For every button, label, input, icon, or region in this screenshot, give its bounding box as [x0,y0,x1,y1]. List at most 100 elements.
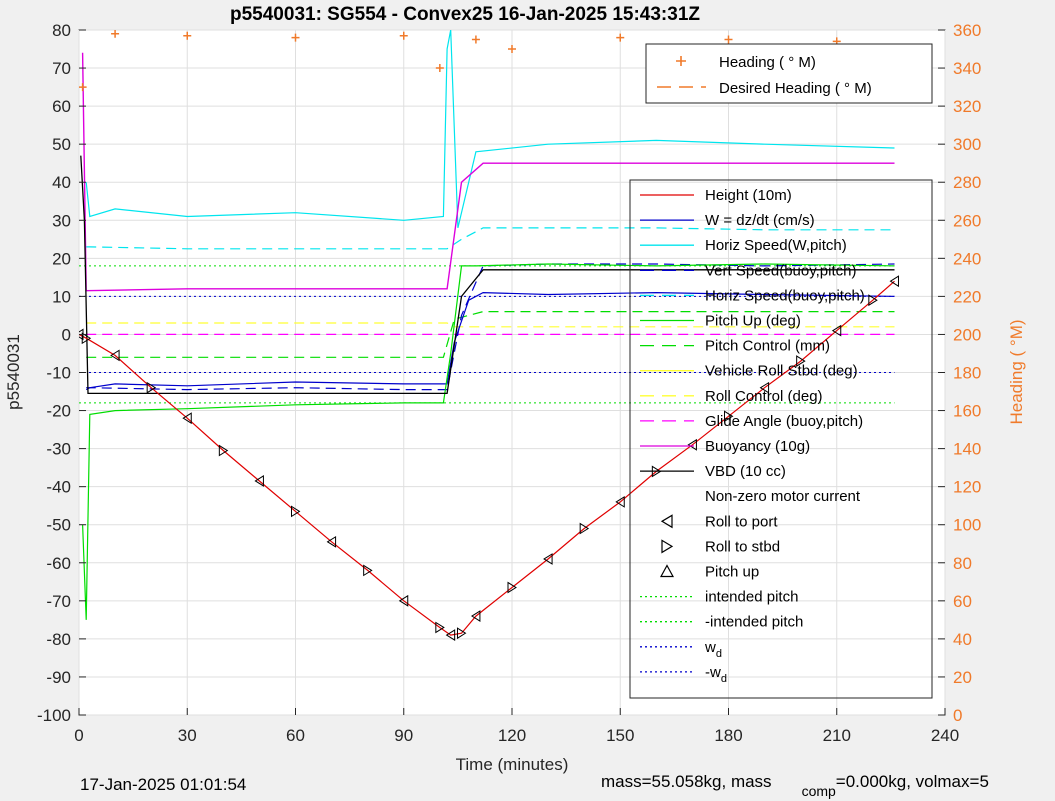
legend-main-sub-18: d [716,648,722,660]
legend-heading-label-0: Heading ( ° M) [719,54,816,71]
y-right-tick-label-7: 220 [953,287,981,306]
footer-mass: mass=55.058kg, mass comp=0.000kg, volmax=… [601,772,989,799]
y-tick-label-4: 40 [52,173,71,192]
footer-comp-sub: comp [802,783,836,799]
y-right-tick-label-12: 120 [953,478,981,497]
height-point [146,381,157,394]
x-tick-label-8: 240 [931,726,959,745]
height-point [796,355,806,367]
y-tick-label-10: -20 [46,402,71,421]
height-point [470,610,481,622]
height-point [363,564,373,577]
x-tick-label-0: 0 [74,726,83,745]
series-height [79,280,895,636]
legend-main: Height (10m) W = dz/dt (cm/s) Horiz Speed(… [629,179,933,699]
y-right-tick-label-18: 0 [953,706,962,725]
y-tick-label-14: -60 [46,554,71,573]
legend-main-label-0: Height (10m) [705,187,792,204]
series-vbd [80,155,895,395]
heading-point [508,45,516,54]
y-tick-label-9: -10 [46,364,71,383]
legend-main-label-8: Roll Control (deg) [705,388,823,405]
y-tick-label-2: 60 [52,97,71,116]
y-tick-label-3: 50 [52,135,71,154]
series-layer [79,30,899,641]
legend-main-label-5: Pitch Up (deg) [705,313,801,330]
x-tick-label-3: 90 [394,726,413,745]
footer-mass-text: mass=55.058kg, mass [601,772,772,791]
y-axis-right-label: Heading ( °M) [1007,319,1026,424]
x-tick-label-6: 180 [714,726,742,745]
legend-main-marker-15 [659,564,675,578]
x-tick-label-5: 150 [606,726,634,745]
height-point [543,553,553,565]
y-tick-label-17: -90 [46,668,71,687]
y-tick-label-5: 30 [52,211,71,230]
height-point [218,444,229,457]
legend-main-marker-13 [660,514,673,529]
heading-point [724,35,733,44]
y-right-tick-label-11: 140 [953,440,981,459]
series-horiz-speed-buoy [86,227,895,250]
height-point [254,475,264,487]
height-point [110,349,120,362]
y-tick-label-1: 70 [52,59,71,78]
y-right-tick-label-3: 300 [953,135,981,154]
legend-main-label-13: Roll to port [705,513,778,530]
legend-main-label-7: Vehicle Roll Stbd (deg) [705,363,858,380]
y-axis-label: p5540031 [4,334,23,410]
y-tick-label-12: -40 [46,478,71,497]
series-buoyancy [81,52,895,292]
height-point [687,438,697,451]
height-point [615,495,625,508]
y-tick-label-0: 80 [52,21,71,40]
heading-point [291,33,300,42]
legend-main-label-17: -intended pitch [705,614,803,631]
height-point [759,381,770,394]
series-vert-speed-buoy [85,263,895,391]
x-axis-label: Time (minutes) [456,755,569,774]
y-right-tick-label-8: 200 [953,325,981,344]
heading-point [111,30,120,38]
series-horiz-speed-w [85,30,895,229]
height-point [456,627,467,640]
legend-main-label-1: W = dz/dt (cm/s) [705,212,815,229]
legend-main-label-12: Non-zero motor current [705,488,861,505]
height-point [579,522,590,535]
legend-heading-marker-0 [676,56,686,66]
heading-point [471,35,480,44]
chart-title: p5540031: SG554 - Convex25 16-Jan-2025 1… [230,4,700,25]
legend-main-label-2: Horiz Speed(W,pitch) [705,237,847,254]
height-point [326,535,337,548]
height-point [291,505,301,518]
height-point [445,629,456,641]
y-tick-label-7: 10 [52,287,71,306]
y-tick-label-8: 0 [62,325,71,344]
legend-main-box [629,179,933,699]
y-right-tick-label-6: 240 [953,249,981,268]
y-right-tick-label-10: 160 [953,402,981,421]
y-right-tick-label-9: 180 [953,364,981,383]
y-right-tick-label-15: 60 [953,592,972,611]
legend-heading-label-1: Desired Heading ( ° M) [719,80,872,97]
legend-main-label-15: Pitch up [705,564,759,581]
y-right-tick-label-1: 340 [953,59,981,78]
series-pitch-up [82,263,895,620]
y-tick-label-11: -30 [46,440,71,459]
legend-heading-box [645,43,933,104]
y-tick-label-16: -80 [46,630,71,649]
legend-main-marker-14 [661,539,674,554]
legend-main-label-3: Vert Speed(buoy,pitch) [705,262,856,279]
x-tick-label-2: 60 [286,726,305,745]
heading-point [435,64,444,73]
legend-main-label-11: VBD (10 cc) [705,463,786,480]
y-right-tick-label-0: 360 [953,21,981,40]
height-point [889,275,899,288]
y-right-tick-label-4: 280 [953,173,981,192]
heading-point [183,31,192,40]
heading-point [616,33,625,42]
y-right-tick-label-5: 260 [953,211,981,230]
series-roll-control [86,322,895,328]
y-right-tick-label-14: 80 [953,554,972,573]
